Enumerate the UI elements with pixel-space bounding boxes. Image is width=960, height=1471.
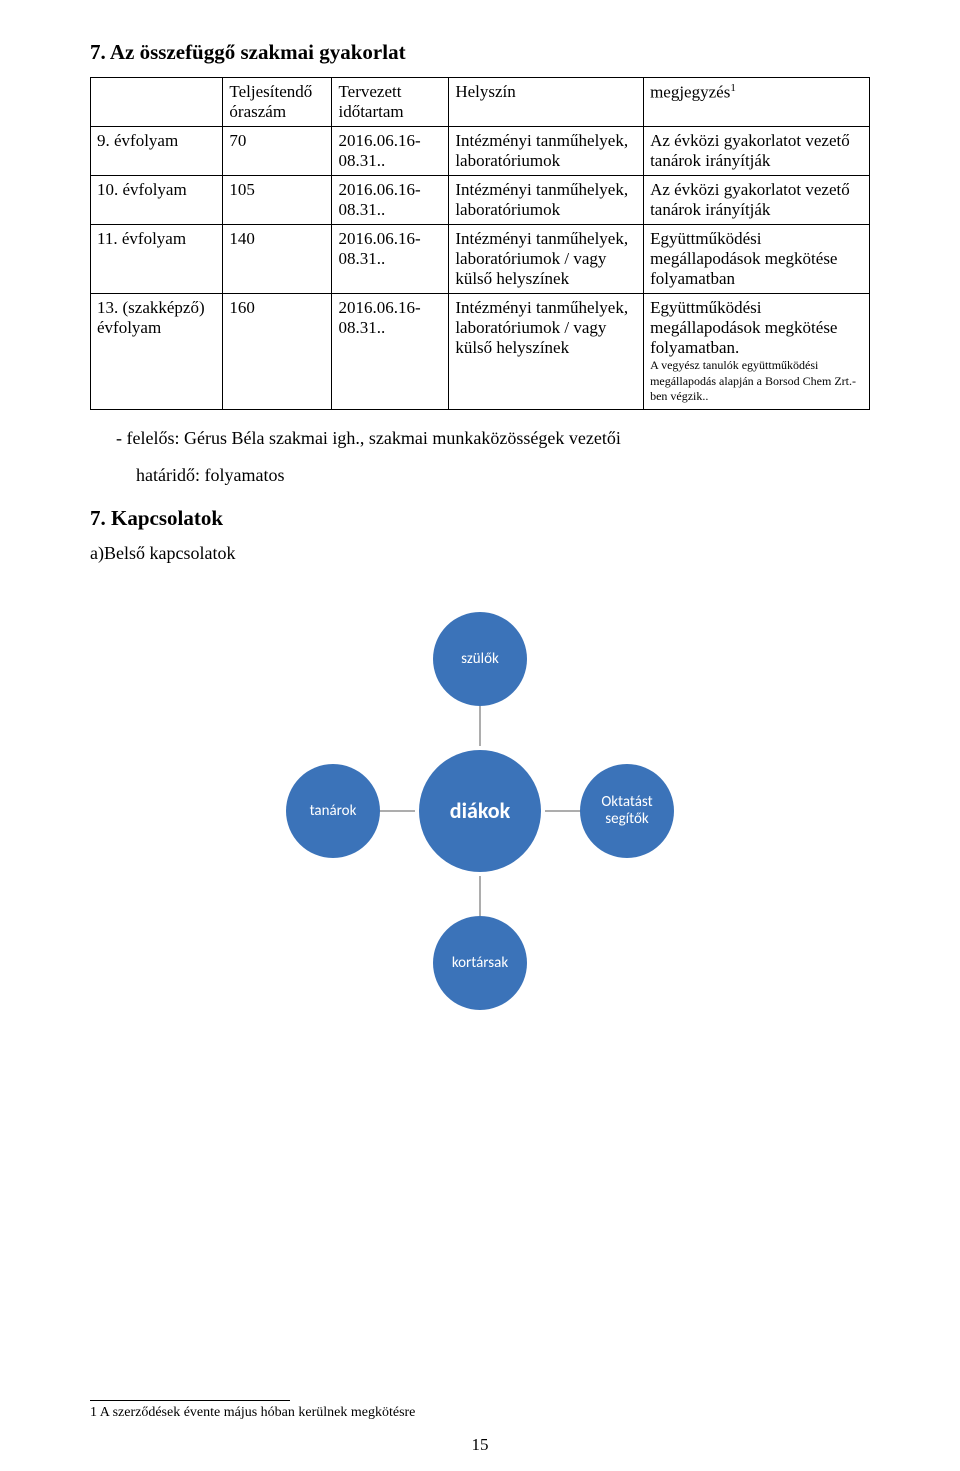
cell-period: 2016.06.16-08.31.. <box>332 176 449 225</box>
th-note: megjegyzés1 <box>644 78 870 127</box>
bullet-responsible: felelős: Gérus Béla szakmai igh., szakma… <box>116 428 870 449</box>
cell-note: Az évközi gyakorlatot vezető tanárok irá… <box>644 127 870 176</box>
node-right: Oktatást segítők <box>580 764 674 858</box>
node-center: diákok <box>419 750 541 872</box>
th-period: Tervezett időtartam <box>332 78 449 127</box>
footnote-block: 1 A szerződések évente május hóban kerül… <box>90 1400 415 1421</box>
belso-heading: a)Belső kapcsolatok <box>90 543 870 564</box>
table-row: 13. (szakképző) évfolyam 160 2016.06.16-… <box>91 294 870 410</box>
connector-bottom <box>479 876 481 916</box>
footnote-marker: 1 <box>730 82 736 94</box>
cell-location: Intézményi tanműhelyek, laboratóriumok <box>449 127 644 176</box>
practice-table: Teljesítendő óraszám Tervezett időtartam… <box>90 77 870 410</box>
deadline-line: határidő: folyamatos <box>136 465 870 486</box>
cell-hours: 105 <box>223 176 332 225</box>
cell-note: Együttműködési megállapodások megkötése … <box>644 225 870 294</box>
table-row: 10. évfolyam 105 2016.06.16-08.31.. Inté… <box>91 176 870 225</box>
note-main: Együttműködési megállapodások megkötése … <box>650 229 837 288</box>
cell-note: Együttműködési megállapodások megkötése … <box>644 294 870 410</box>
cell-location: Intézményi tanműhelyek, laboratóriumok /… <box>449 225 644 294</box>
node-top-label: szülők <box>461 651 499 668</box>
table-row: 11. évfolyam 140 2016.06.16-08.31.. Inté… <box>91 225 870 294</box>
cell-hours: 160 <box>223 294 332 410</box>
th-note-text: megjegyzés <box>650 83 730 102</box>
cell-location: Intézményi tanműhelyek, laboratóriumok <box>449 176 644 225</box>
node-center-label: diákok <box>450 799 510 823</box>
cell-location: Intézményi tanműhelyek, laboratóriumok /… <box>449 294 644 410</box>
th-empty <box>91 78 223 127</box>
th-hours: Teljesítendő óraszám <box>223 78 332 127</box>
cell-label: 11. évfolyam <box>91 225 223 294</box>
relationship-diagram: diákok szülők Oktatást segítők kortársak… <box>260 596 700 1026</box>
cell-period: 2016.06.16-08.31.. <box>332 225 449 294</box>
node-left: tanárok <box>286 764 380 858</box>
footnote-rule <box>90 1400 290 1401</box>
node-left-label: tanárok <box>310 803 357 820</box>
connector-left <box>375 810 415 812</box>
node-bottom-label: kortársak <box>452 955 508 972</box>
connector-top <box>479 706 481 746</box>
cell-hours: 70 <box>223 127 332 176</box>
th-location: Helyszín <box>449 78 644 127</box>
cell-label: 9. évfolyam <box>91 127 223 176</box>
cell-period: 2016.06.16-08.31.. <box>332 294 449 410</box>
node-bottom: kortársak <box>433 916 527 1010</box>
page-number: 15 <box>0 1435 960 1455</box>
note-main: Együttműködési megállapodások megkötése … <box>650 298 837 357</box>
node-top: szülők <box>433 612 527 706</box>
cell-label: 10. évfolyam <box>91 176 223 225</box>
cell-note: Az évközi gyakorlatot vezető tanárok irá… <box>644 176 870 225</box>
bullet-list: felelős: Gérus Béla szakmai igh., szakma… <box>116 428 870 449</box>
section-heading: 7. Az összefüggő szakmai gyakorlat <box>90 40 870 65</box>
cell-label: 13. (szakképző) évfolyam <box>91 294 223 410</box>
footnote-text: 1 A szerződések évente május hóban kerül… <box>90 1405 415 1421</box>
note-main: Az évközi gyakorlatot vezető tanárok irá… <box>650 131 850 170</box>
table-row: 9. évfolyam 70 2016.06.16-08.31.. Intézm… <box>91 127 870 176</box>
note-small: A vegyész tanulók együttműködési megálla… <box>650 358 863 405</box>
kapcsolatok-heading: 7. Kapcsolatok <box>90 506 870 531</box>
note-main: Az évközi gyakorlatot vezető tanárok irá… <box>650 180 850 219</box>
cell-hours: 140 <box>223 225 332 294</box>
cell-period: 2016.06.16-08.31.. <box>332 127 449 176</box>
connector-right <box>545 810 585 812</box>
node-right-label: Oktatást segítők <box>601 794 652 827</box>
